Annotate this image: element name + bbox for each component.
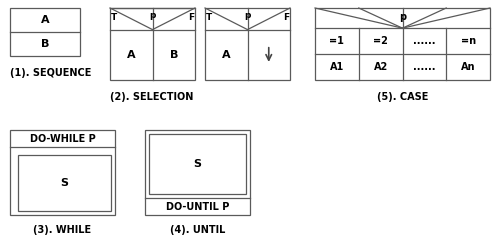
- Bar: [205, 8, 290, 80]
- Text: DO-WHILE P: DO-WHILE P: [30, 134, 96, 144]
- Text: F: F: [188, 13, 194, 22]
- Text: ......: ......: [413, 62, 436, 72]
- Text: An: An: [461, 62, 475, 72]
- Text: (2). SELECTION: (2). SELECTION: [110, 92, 194, 102]
- Text: B: B: [170, 50, 178, 60]
- Bar: [149, 134, 246, 194]
- Text: T: T: [111, 13, 117, 22]
- Text: A: A: [40, 15, 50, 25]
- Text: A: A: [222, 50, 230, 60]
- Bar: [10, 130, 115, 215]
- Bar: [315, 8, 490, 80]
- Text: (4). UNTIL: (4). UNTIL: [170, 225, 225, 235]
- Bar: [18, 155, 111, 211]
- Text: B: B: [41, 39, 49, 49]
- Text: (1). SEQUENCE: (1). SEQUENCE: [10, 68, 92, 78]
- Text: A1: A1: [330, 62, 344, 72]
- Text: A: A: [127, 50, 136, 60]
- Text: (5). CASE: (5). CASE: [377, 92, 428, 102]
- Text: T: T: [206, 13, 212, 22]
- Text: =n: =n: [460, 36, 475, 46]
- Text: p: p: [150, 11, 156, 20]
- Text: S: S: [60, 178, 68, 188]
- Text: ......: ......: [413, 36, 436, 46]
- Text: S: S: [194, 159, 202, 169]
- Bar: [110, 8, 195, 80]
- Text: p: p: [244, 11, 250, 20]
- Text: DO-UNTIL P: DO-UNTIL P: [166, 202, 229, 212]
- Text: A2: A2: [374, 62, 388, 72]
- Text: =1: =1: [330, 36, 344, 46]
- Bar: [145, 130, 250, 215]
- Text: F: F: [283, 13, 289, 22]
- Bar: [10, 8, 80, 56]
- Text: p: p: [399, 12, 406, 22]
- Text: (3). WHILE: (3). WHILE: [34, 225, 92, 235]
- Text: =2: =2: [373, 36, 388, 46]
